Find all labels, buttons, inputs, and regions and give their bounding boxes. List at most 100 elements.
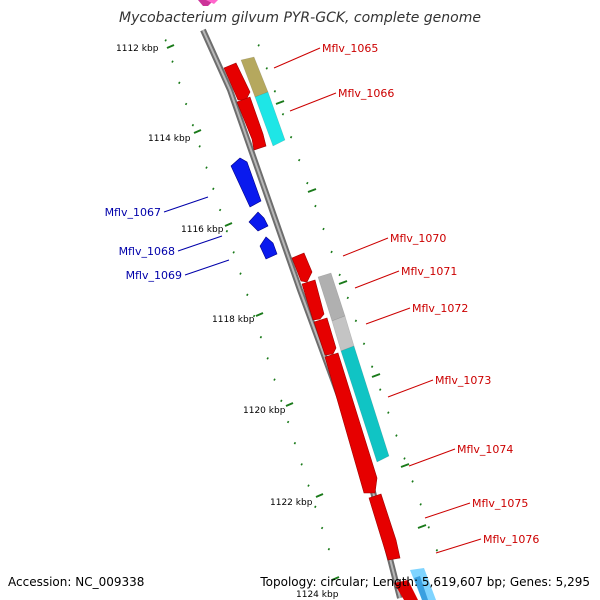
scale-tick bbox=[314, 204, 317, 208]
accession-text: Accession: NC_009338 bbox=[8, 575, 145, 589]
gene-label-mflv_1067[interactable]: Mflv_1067 bbox=[105, 206, 161, 219]
map-title: Mycobacterium gilvum PYR-GCK, complete g… bbox=[119, 10, 481, 26]
scale-tick bbox=[266, 357, 269, 360]
gene-leader-line bbox=[177, 235, 223, 252]
reverse-gene-arrow[interactable] bbox=[259, 236, 278, 260]
scale-tick bbox=[273, 90, 277, 93]
bottom-partial-genes bbox=[394, 568, 436, 600]
gene-leader-line bbox=[342, 237, 389, 257]
gene-leader-line bbox=[408, 448, 456, 467]
gene-leader-line bbox=[435, 538, 482, 554]
gene-label-mflv_1065[interactable]: Mflv_1065 bbox=[322, 42, 378, 55]
scale-label: 1114 kbp bbox=[148, 134, 191, 144]
reverse-gene-arrow[interactable] bbox=[230, 157, 262, 208]
scale-tick bbox=[411, 480, 414, 483]
major-scale-tick bbox=[285, 402, 294, 407]
major-scale-tick bbox=[417, 524, 427, 529]
gene-feature-block[interactable] bbox=[254, 91, 286, 147]
scale-label: 1124 kbp bbox=[296, 590, 339, 600]
scale-tick bbox=[293, 441, 297, 445]
scale-tick bbox=[273, 378, 276, 381]
scale-tick bbox=[387, 411, 390, 414]
gene-label-mflv_1075[interactable]: Mflv_1075 bbox=[472, 497, 528, 510]
forward-gene-arrow[interactable] bbox=[313, 317, 337, 356]
scale-tick bbox=[395, 434, 398, 437]
scale-tick bbox=[330, 250, 333, 254]
scale-tick bbox=[370, 365, 374, 368]
scale-tick bbox=[379, 388, 382, 391]
gene-leader-line bbox=[273, 47, 321, 69]
scale-tick bbox=[298, 158, 301, 162]
major-scale-tick bbox=[193, 129, 202, 134]
forward-gene-arrow[interactable] bbox=[291, 252, 313, 283]
gene-leader-line bbox=[163, 196, 209, 213]
scale-tick bbox=[191, 123, 195, 127]
scale-tick bbox=[225, 229, 229, 233]
scale-tick bbox=[419, 503, 422, 506]
scale-tick bbox=[239, 272, 242, 275]
gene-leader-line bbox=[424, 502, 471, 519]
gene-label-mflv_1068[interactable]: Mflv_1068 bbox=[119, 245, 175, 258]
scale-tick bbox=[205, 166, 208, 169]
scale-tick bbox=[346, 296, 349, 300]
scale-tick bbox=[354, 319, 358, 323]
scale-tick bbox=[171, 60, 174, 63]
scale-tick bbox=[164, 39, 167, 42]
scale-tick bbox=[289, 135, 293, 139]
gene-leader-line bbox=[289, 92, 337, 112]
gene-leader-line bbox=[365, 307, 411, 325]
scale-tick bbox=[314, 505, 317, 509]
gene-label-mflv_1072[interactable]: Mflv_1072 bbox=[412, 302, 468, 315]
scale-label: 1118 kbp bbox=[212, 315, 255, 325]
gene-label-mflv_1069[interactable]: Mflv_1069 bbox=[126, 269, 182, 282]
scale-tick bbox=[300, 463, 303, 466]
gene-leader-line bbox=[387, 379, 434, 398]
scale-tick bbox=[327, 547, 331, 551]
scale-tick bbox=[281, 112, 285, 116]
top-partial-genes bbox=[198, 0, 218, 6]
major-scale-tick bbox=[255, 312, 264, 317]
scale-tick bbox=[286, 420, 290, 424]
gene-label-mflv_1073[interactable]: Mflv_1073 bbox=[435, 374, 491, 387]
forward-gene-arrow[interactable] bbox=[368, 493, 401, 561]
scale-tick bbox=[338, 273, 341, 277]
scale-label: 1116 kbp bbox=[181, 225, 224, 235]
major-scale-tick bbox=[315, 493, 324, 498]
scale-tick bbox=[257, 44, 260, 47]
scale-label: 1120 kbp bbox=[243, 406, 286, 416]
forward-gene-arrow[interactable] bbox=[236, 96, 267, 151]
scale-tick bbox=[320, 526, 324, 530]
scale-tick bbox=[184, 102, 188, 106]
gene-label-mflv_1066[interactable]: Mflv_1066 bbox=[338, 87, 394, 100]
scale-tick bbox=[246, 293, 249, 297]
scale-tick bbox=[362, 342, 366, 346]
scale-tick bbox=[322, 227, 325, 231]
gene-leader-line bbox=[354, 270, 400, 289]
major-scale-tick bbox=[224, 222, 233, 227]
scale-label: 1112 kbp bbox=[116, 44, 159, 54]
gene-feature-block[interactable] bbox=[340, 345, 390, 463]
scale-tick bbox=[427, 526, 430, 529]
major-scale-tick bbox=[400, 463, 410, 468]
gene-label-mflv_1071[interactable]: Mflv_1071 bbox=[401, 265, 457, 278]
genome-summary-text: Topology: circular; Length: 5,619,607 bp… bbox=[260, 575, 590, 589]
scale-tick bbox=[435, 549, 439, 552]
scale-tick bbox=[259, 335, 263, 339]
forward-gene-arrow[interactable] bbox=[223, 62, 251, 101]
reverse-gene-arrow[interactable] bbox=[248, 211, 269, 232]
major-scale-tick bbox=[275, 100, 285, 105]
scale-tick bbox=[198, 145, 201, 148]
scale-tick bbox=[252, 314, 256, 318]
scale-tick bbox=[232, 251, 235, 254]
scale-tick bbox=[218, 208, 222, 212]
forward-gene-arrow[interactable] bbox=[324, 352, 378, 494]
scale-tick bbox=[178, 81, 181, 85]
scale-tick bbox=[265, 67, 268, 70]
major-scale-tick bbox=[166, 44, 175, 49]
gene-label-mflv_1076[interactable]: Mflv_1076 bbox=[483, 533, 539, 546]
forward-gene-arrow[interactable] bbox=[301, 279, 325, 321]
gene-label-mflv_1070[interactable]: Mflv_1070 bbox=[390, 232, 446, 245]
scale-tick bbox=[212, 187, 215, 191]
gene-label-mflv_1074[interactable]: Mflv_1074 bbox=[457, 443, 513, 456]
